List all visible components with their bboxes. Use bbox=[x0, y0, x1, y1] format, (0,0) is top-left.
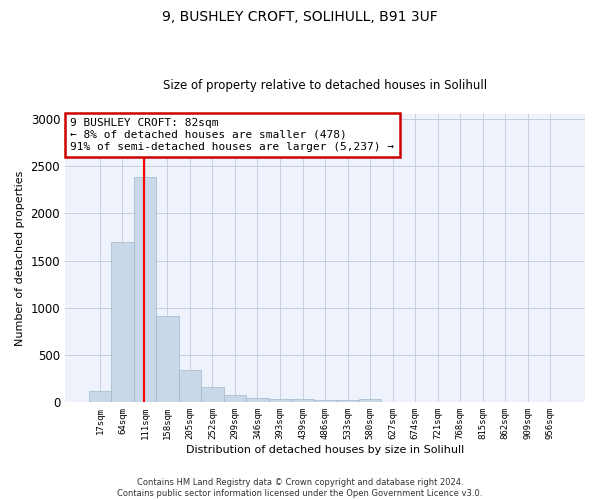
Text: 9 BUSHLEY CROFT: 82sqm
← 8% of detached houses are smaller (478)
91% of semi-det: 9 BUSHLEY CROFT: 82sqm ← 8% of detached … bbox=[70, 118, 394, 152]
Bar bbox=[291, 400, 314, 402]
Bar bbox=[336, 400, 359, 402]
Bar bbox=[156, 316, 179, 402]
Bar bbox=[269, 398, 291, 402]
Title: Size of property relative to detached houses in Solihull: Size of property relative to detached ho… bbox=[163, 79, 487, 92]
Y-axis label: Number of detached properties: Number of detached properties bbox=[15, 170, 25, 346]
Bar bbox=[179, 370, 201, 402]
Text: 9, BUSHLEY CROFT, SOLIHULL, B91 3UF: 9, BUSHLEY CROFT, SOLIHULL, B91 3UF bbox=[162, 10, 438, 24]
Bar bbox=[224, 395, 246, 402]
Bar bbox=[111, 242, 134, 402]
Bar bbox=[201, 387, 224, 402]
Bar bbox=[134, 178, 156, 402]
Bar bbox=[89, 391, 111, 402]
X-axis label: Distribution of detached houses by size in Solihull: Distribution of detached houses by size … bbox=[186, 445, 464, 455]
Bar bbox=[246, 398, 269, 402]
Bar bbox=[314, 400, 336, 402]
Text: Contains HM Land Registry data © Crown copyright and database right 2024.
Contai: Contains HM Land Registry data © Crown c… bbox=[118, 478, 482, 498]
Bar bbox=[359, 398, 381, 402]
